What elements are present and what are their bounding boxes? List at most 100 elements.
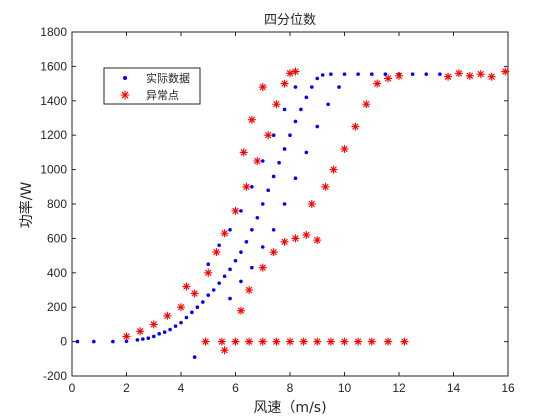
x-tick-label: 6 xyxy=(232,381,239,395)
outlier-point xyxy=(340,144,349,153)
outlier-point xyxy=(245,286,254,294)
data-point xyxy=(92,339,96,344)
legend-marker-dot xyxy=(123,76,127,80)
data-point xyxy=(271,133,276,137)
y-tick-label: 0 xyxy=(60,335,67,349)
outlier-point xyxy=(313,337,322,346)
data-point xyxy=(239,209,243,213)
outlier-point xyxy=(286,69,294,78)
x-tick-label: 8 xyxy=(287,381,294,395)
outlier-point xyxy=(362,100,371,109)
outlier-point xyxy=(220,346,229,355)
data-point xyxy=(342,72,347,76)
outlier-point xyxy=(354,337,363,346)
data-point xyxy=(141,337,145,341)
data-point xyxy=(75,339,80,344)
data-point xyxy=(329,72,333,76)
outlier-point xyxy=(280,79,289,88)
outlier-point xyxy=(299,337,308,346)
outlier-point xyxy=(465,71,474,80)
outlier-point xyxy=(384,337,393,346)
outlier-point xyxy=(454,69,463,78)
data-point xyxy=(135,338,140,342)
y-tick-label: 1000 xyxy=(40,163,67,177)
data-point xyxy=(179,320,183,325)
outlier-point xyxy=(286,337,294,346)
outlier-point xyxy=(291,67,300,76)
data-point xyxy=(184,315,189,320)
legend-label: 异常点 xyxy=(146,89,179,102)
outlier-point xyxy=(220,229,229,238)
outlier-point xyxy=(307,200,316,208)
data-point xyxy=(282,202,287,206)
outlier-point xyxy=(136,327,145,336)
outlier-point xyxy=(395,71,403,80)
data-point xyxy=(282,147,287,151)
chart-title: 四分位数 xyxy=(264,13,316,28)
outlier-point xyxy=(163,311,172,320)
outlier-point xyxy=(149,320,158,329)
data-point xyxy=(271,228,276,232)
series-outliers xyxy=(122,67,510,355)
outlier-point xyxy=(204,268,213,277)
outlier-point xyxy=(384,74,393,83)
data-point xyxy=(320,73,325,77)
y-axis-label: 功率/W xyxy=(18,182,35,229)
data-point xyxy=(438,72,442,76)
data-point xyxy=(239,250,243,254)
outlier-point xyxy=(258,83,267,92)
data-point xyxy=(173,324,178,328)
data-point xyxy=(244,240,249,244)
y-tick-label: 600 xyxy=(47,231,67,245)
data-point xyxy=(299,107,303,112)
data-point xyxy=(383,72,388,76)
y-tick-label: 200 xyxy=(47,300,67,314)
outlier-point xyxy=(367,337,376,346)
data-point xyxy=(266,188,271,193)
outlier-point xyxy=(253,157,262,165)
legend-box xyxy=(103,67,201,105)
outlier-point xyxy=(122,332,131,341)
outlier-point xyxy=(247,115,256,124)
outlier-point xyxy=(373,79,382,88)
data-point xyxy=(293,85,298,89)
data-point xyxy=(250,228,254,232)
data-point xyxy=(157,332,161,336)
y-tick-label: 800 xyxy=(47,197,67,211)
data-point xyxy=(315,76,320,81)
data-point xyxy=(190,310,194,315)
y-tick-label: 1600 xyxy=(40,59,67,73)
data-point xyxy=(304,95,309,100)
data-point xyxy=(310,85,314,89)
data-point xyxy=(168,327,172,332)
data-point xyxy=(277,160,281,165)
x-tick-label: 2 xyxy=(123,381,130,395)
data-point xyxy=(315,124,320,129)
outlier-point xyxy=(272,337,281,346)
data-point xyxy=(288,133,292,137)
outlier-point xyxy=(231,337,240,346)
data-point xyxy=(195,305,200,310)
outlier-point xyxy=(272,100,281,109)
data-point xyxy=(192,355,197,359)
outlier-point xyxy=(326,337,335,346)
data-point xyxy=(260,202,265,206)
outlier-point xyxy=(182,282,191,291)
data-point xyxy=(233,258,238,263)
outlier-point xyxy=(231,206,240,215)
data-point xyxy=(206,293,211,297)
x-tick-label: 14 xyxy=(447,381,461,395)
outlier-point xyxy=(177,303,185,312)
data-point xyxy=(222,274,227,279)
y-tick-label: 400 xyxy=(47,266,67,280)
data-point xyxy=(111,339,115,344)
data-point xyxy=(410,72,415,76)
outlier-point xyxy=(501,67,510,76)
data-point xyxy=(201,300,205,304)
data-point xyxy=(206,262,211,267)
data-point xyxy=(228,228,232,232)
data-point xyxy=(337,85,341,89)
outlier-point xyxy=(212,248,221,257)
x-tick-label: 0 xyxy=(69,381,76,395)
data-point xyxy=(255,215,260,220)
